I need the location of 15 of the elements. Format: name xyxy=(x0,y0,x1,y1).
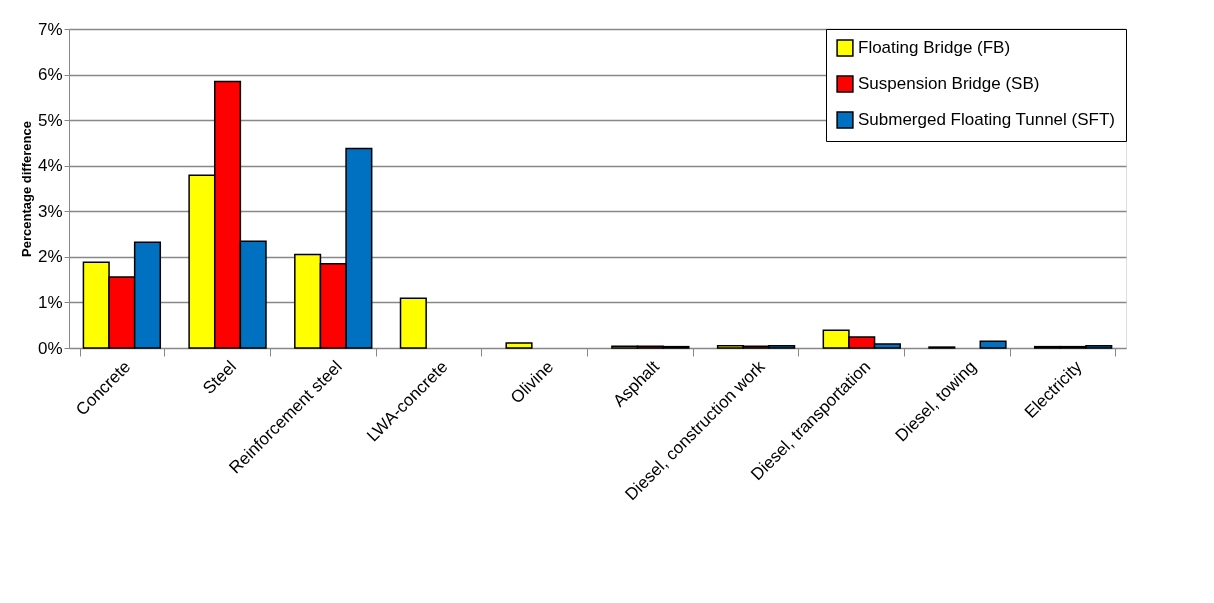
legend-label: Submerged Floating Tunnel (SFT) xyxy=(858,110,1116,129)
legend-label: Suspension Bridge (SB) xyxy=(858,74,1040,93)
y-tick-label: 5% xyxy=(37,110,63,130)
y-tick-label: 0% xyxy=(37,338,63,358)
y-tick-label: 3% xyxy=(37,201,63,221)
y-axis-title: Percentage difference xyxy=(18,121,34,257)
bar xyxy=(505,342,533,349)
legend-label: Floating Bridge (FB) xyxy=(858,38,1011,57)
bar xyxy=(979,340,1007,349)
y-tick-label: 6% xyxy=(37,65,63,85)
y-tick-label: 4% xyxy=(37,156,63,176)
bar xyxy=(399,297,427,349)
y-tick-label: 7% xyxy=(37,19,63,39)
y-tick-label: 1% xyxy=(37,292,63,312)
y-tick-label: 2% xyxy=(37,247,63,267)
